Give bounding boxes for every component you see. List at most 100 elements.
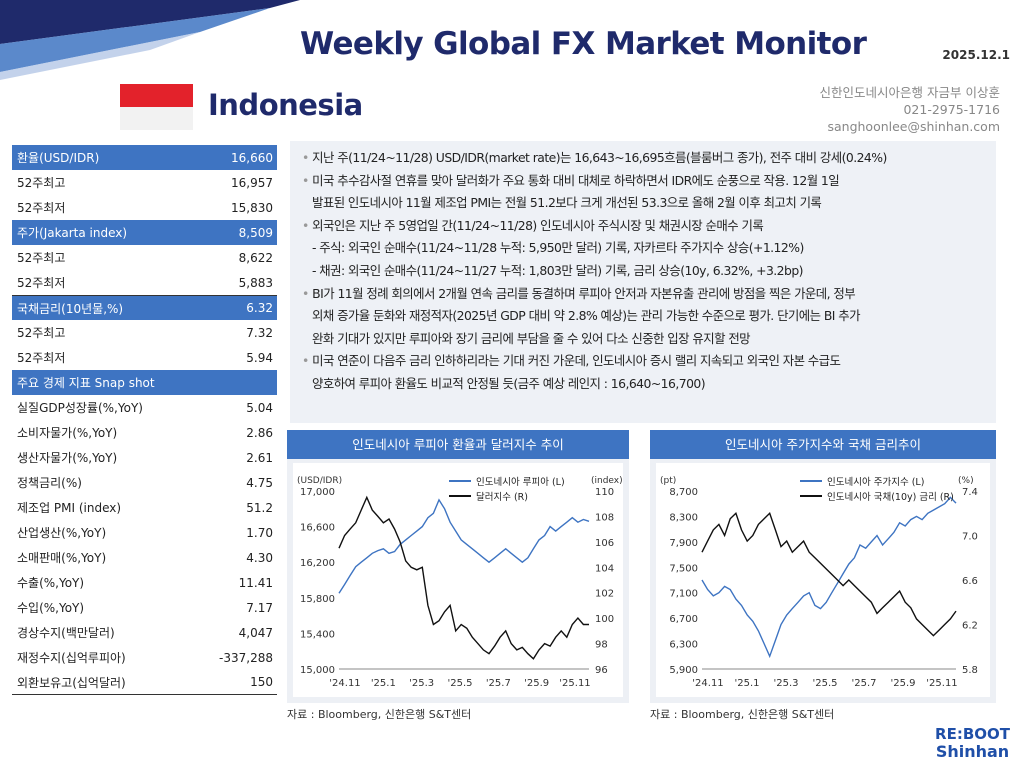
report-date: 2025.12.1 — [942, 48, 1010, 62]
y-left-tick-label: 15,000 — [300, 665, 335, 676]
chart-idr-dxy: 인도네시아 루피아 환율과 달러지수 추이 (USD/IDR) (index) 17… — [287, 430, 629, 703]
chart-source: 자료 : Bloomberg, 신한은행 S&T센터 — [287, 708, 472, 721]
table-row: 52주최저 5,883 — [17, 275, 273, 291]
contact-phone: 021-2975-1716 — [903, 102, 1000, 117]
bullet-5-cont: 양호하여 루피아 환율도 비교적 안정될 듯(금주 예상 레인지 : 16,64… — [312, 375, 706, 391]
y-right-tick-label: 7.4 — [962, 487, 978, 498]
table-row: 소매판매(%,YoY) 4.30 — [17, 550, 273, 566]
table-header-econ: 주요 경제 지표 Snap shot — [12, 370, 277, 395]
contact-email[interactable]: sanghoonlee@shinhan.com — [827, 119, 1000, 134]
x-tick-label: '25.9 — [890, 678, 915, 689]
x-tick-label: '25.7 — [486, 678, 511, 689]
y-left-tick-label: 16,200 — [300, 558, 335, 569]
table-row: 52주최고 16,957 — [17, 175, 273, 191]
table-row: 경상수지(백만달러) 4,047 — [17, 625, 273, 641]
y-right-unit: (%) — [958, 476, 974, 486]
table-row: 52주최저 15,830 — [17, 200, 273, 216]
series-line-1 — [701, 496, 957, 659]
x-tick-label: '25.3 — [409, 678, 434, 689]
legend-label: 달러지수 (R) — [476, 491, 528, 503]
y-right-tick-label: 106 — [595, 538, 614, 549]
plot-background — [293, 463, 623, 697]
y-left-tick-label: 7,500 — [669, 563, 698, 574]
y-left-tick-label: 8,300 — [669, 512, 698, 523]
table-row: 정책금리(%) 4.75 — [17, 475, 273, 491]
table-row: 실질GDP성장률(%,YoY) 5.04 — [17, 400, 273, 416]
y-left-tick-label: 15,400 — [300, 629, 335, 640]
x-tick-label: '24.11 — [329, 678, 360, 689]
y-right-tick-label: 7.0 — [962, 532, 978, 543]
x-tick-label: '24.11 — [692, 678, 723, 689]
table-row: 수입(%,YoY) 7.17 — [17, 600, 273, 616]
bullet-3-bond: - 채권: 외국인 순매수(11/24~11/27 누적: 1,803만 달러)… — [312, 262, 803, 278]
table-header-bond: 국채금리(10년물,%) 6.32 — [12, 295, 277, 320]
y-right-tick-label: 104 — [595, 563, 614, 574]
series-line-1 — [338, 498, 590, 594]
y-right-tick-label: 6.6 — [962, 576, 978, 587]
contact-info: 신한인도네시아은행 자금부 이상훈 021-2975-1716 sanghoon… — [820, 84, 1000, 135]
bullet-3: • 외국인은 지난 주 5영업일 간(11/24~11/28) 인도네시아 주식… — [302, 217, 764, 233]
series-line-2 — [338, 495, 589, 660]
x-tick-label: '25.7 — [851, 678, 876, 689]
table-row: 52주최저 5.94 — [17, 350, 273, 366]
country-name: Indonesia — [208, 88, 363, 122]
table-row: 외환보유고(십억달러) 150 — [12, 670, 277, 695]
y-left-tick-label: 6,700 — [669, 614, 698, 625]
y-left-tick-label: 6,300 — [669, 640, 698, 651]
chart-source: 자료 : Bloomberg, 신한은행 S&T센터 — [650, 708, 835, 721]
bullet-2: • 미국 추수감사절 연휴를 맞아 달러화가 주요 통화 대비 대체로 하락하면… — [302, 172, 840, 188]
chart-plot: (pt) (%) 8,700 8,300 7,900 7,500 7,100 6,700 6,3… — [656, 463, 990, 697]
page-title: Weekly Global FX Market Monitor — [300, 26, 867, 62]
y-left-unit: (pt) — [660, 476, 676, 486]
y-right-tick-label: 100 — [595, 614, 614, 625]
y-left-tick-label: 8,700 — [669, 487, 698, 498]
table-row: 재정수지(십억루피아) -337,288 — [17, 650, 273, 666]
y-left-tick-label: 7,900 — [669, 538, 698, 549]
y-left-tick-label: 16,600 — [300, 523, 335, 534]
y-left-tick-label: 15,800 — [300, 594, 335, 605]
x-tick-label: '25.11 — [926, 678, 957, 689]
bullet-2-cont: 발표된 인도네시아 11월 제조업 PMI는 전월 51.2보다 크게 개선된 … — [312, 195, 822, 211]
corner-decoration — [0, 0, 300, 80]
bullet-4: • BI가 11월 정례 회의에서 2개월 연속 금리를 동결하며 루피아 안저… — [302, 285, 856, 301]
table-row: 52주최고 8,622 — [17, 250, 273, 266]
x-tick-label: '25.3 — [773, 678, 798, 689]
legend-label: 인도네시아 루피아 (L) — [476, 477, 565, 488]
bullet-3-stock: - 주식: 외국인 순매수(11/24~11/28 누적: 5,950만 달러)… — [312, 240, 804, 256]
y-left-unit: (USD/IDR) — [297, 476, 342, 486]
x-tick-label: '25.9 — [524, 678, 549, 689]
chart-title: 인도네시아 루피아 환율과 달러지수 추이 — [287, 430, 629, 459]
bullet-4-cont-1: 외채 증가율 둔화와 재정적자(2025년 GDP 대비 약 2.8% 예상)는… — [312, 308, 861, 324]
x-tick-label: '25.5 — [812, 678, 837, 689]
indonesia-flag-icon — [120, 84, 193, 130]
x-tick-label: '25.11 — [559, 678, 590, 689]
bullet-1: • 지난 주(11/24~11/28) USD/IDR(market rate)… — [302, 150, 887, 165]
chart-title: 인도네시아 주가지수와 국채 금리추이 — [650, 430, 996, 459]
x-tick-label: '25.1 — [371, 678, 396, 689]
y-left-tick-label: 17,000 — [300, 487, 335, 498]
table-row: 산업생산(%,YoY) 1.70 — [17, 525, 273, 541]
x-tick-label: '25.5 — [447, 678, 472, 689]
y-right-tick-label: 96 — [595, 665, 608, 676]
chart-plot: (USD/IDR) (index) 17,000 16,600 16,200 15,800… — [293, 463, 623, 697]
y-right-tick-label: 5.8 — [962, 665, 978, 676]
table-row: 제조업 PMI (index) 51.2 — [17, 500, 273, 516]
y-right-tick-label: 6.2 — [962, 621, 978, 632]
table-row: 수출(%,YoY) 11.41 — [17, 575, 273, 591]
y-right-tick-label: 98 — [595, 640, 608, 651]
contact-department: 신한인도네시아은행 자금부 이상훈 — [819, 85, 1000, 100]
y-right-tick-label: 110 — [595, 487, 614, 498]
y-right-unit: (index) — [591, 476, 623, 486]
y-right-tick-label: 108 — [595, 512, 614, 523]
shinhan-logo: RE:BOOT Shinhan — [935, 725, 1010, 761]
legend-label: 인도네시아 주가지수 (L) — [827, 477, 924, 488]
table-row: 52주최고 7.32 — [17, 325, 273, 341]
chart-jci-bond: 인도네시아 주가지수와 국채 금리추이 (pt) (%) 8,700 8,300 7,9… — [650, 430, 996, 703]
indicator-table: 환율(USD/IDR) 16,660 52주최고 16,957 52주최저 15,83… — [12, 145, 277, 695]
table-header-fx: 환율(USD/IDR) 16,660 — [12, 145, 277, 170]
market-commentary: • 지난 주(11/24~11/28) USD/IDR(market rate)… — [290, 141, 996, 423]
series-line-2 — [701, 512, 957, 637]
table-row: 생산자물가(%,YoY) 2.61 — [17, 450, 273, 466]
table-row: 소비자물가(%,YoY) 2.86 — [17, 425, 273, 441]
y-right-tick-label: 102 — [595, 589, 614, 600]
